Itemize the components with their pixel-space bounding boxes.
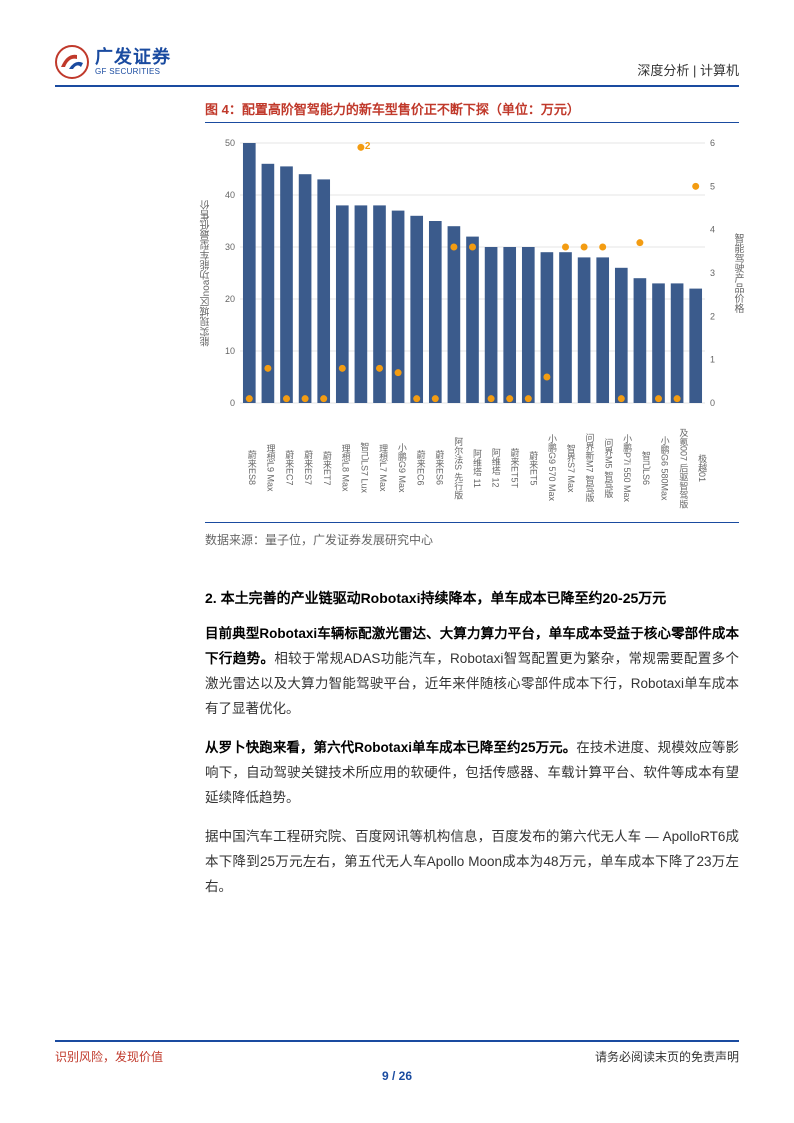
x-tick-label: 蔚来ES6 xyxy=(428,418,447,518)
x-tick-label: 小鹏G9 570 Max xyxy=(540,418,559,518)
x-tick-label: 理想L7 Max xyxy=(371,418,390,518)
svg-text:40: 40 xyxy=(225,190,235,200)
chart-container: 能实现城区noa功能车型最低售价 智能驾驶产品价格 01020304050012… xyxy=(205,133,739,523)
p1-rest: 相较于常规ADAS功能汽车，Robotaxi智驾配置更为繁杂，常规需要配置多个激… xyxy=(205,651,739,716)
x-tick-label: 理想L9 Max xyxy=(259,418,278,518)
svg-text:50: 50 xyxy=(225,138,235,148)
svg-text:1: 1 xyxy=(710,355,715,365)
footer-right: 请务必阅读末页的免责声明 xyxy=(595,1048,739,1065)
footer-page-number: 9 / 26 xyxy=(55,1069,739,1083)
page-total: 26 xyxy=(399,1069,412,1083)
x-tick-label: 问界M5 智驾版 xyxy=(597,418,616,518)
logo-text-en: GF SECURITIES xyxy=(95,68,171,77)
svg-text:2: 2 xyxy=(365,141,371,152)
svg-text:2: 2 xyxy=(710,311,715,321)
x-tick-label: 蔚来ET5T xyxy=(503,418,522,518)
page-footer: 识别风险，发现价值 请务必阅读末页的免责声明 9 / 26 xyxy=(55,1040,739,1083)
x-tick-label: 阿尔法S 先行版 xyxy=(446,418,465,518)
x-tick-label: 智己LS7 Lux xyxy=(353,418,372,518)
logo: 广发证券 GF SECURITIES xyxy=(55,45,171,79)
p2-bold: 从罗卜快跑来看，第六代Robotaxi单车成本已降至约25万元。 xyxy=(205,740,576,755)
x-axis-labels: 蔚来ES8理想L9 Max蔚来EC7蔚来ES7蔚来ET7理想L8 Max智己LS… xyxy=(240,418,709,518)
svg-text:4: 4 xyxy=(710,225,715,235)
paragraph-3: 据中国汽车工程研究院、百度网讯等机构信息，百度发布的第六代无人车 — Apoll… xyxy=(205,825,739,900)
x-tick-label: 蔚来EC7 xyxy=(278,418,297,518)
x-tick-label: 蔚来ET5 xyxy=(521,418,540,518)
x-tick-label: 蔚来ET7 xyxy=(315,418,334,518)
svg-text:0: 0 xyxy=(710,398,715,408)
x-tick-label: 理想L8 Max xyxy=(334,418,353,518)
logo-text-cn: 广发证券 xyxy=(95,48,171,68)
svg-text:30: 30 xyxy=(225,242,235,252)
x-tick-label: 小鹏G6 580Max xyxy=(653,418,672,518)
svg-text:10: 10 xyxy=(225,346,235,356)
x-tick-label: 小鹏G9 Max xyxy=(390,418,409,518)
svg-text:3: 3 xyxy=(710,268,715,278)
logo-icon xyxy=(55,45,89,79)
x-tick-label: 极越01 xyxy=(690,418,709,518)
svg-text:6: 6 xyxy=(710,138,715,148)
svg-text:0: 0 xyxy=(230,398,235,408)
x-tick-label: 及氪007 后驱智驾版 xyxy=(672,418,691,518)
svg-text:20: 20 xyxy=(225,294,235,304)
footer-left: 识别风险，发现价值 xyxy=(55,1048,163,1065)
svg-text:5: 5 xyxy=(710,181,715,191)
x-tick-label: 小鹏P7i 550 Max xyxy=(615,418,634,518)
section-heading: 2. 本土完善的产业链驱动Robotaxi持续降本，单车成本已降至约20-25万… xyxy=(205,588,739,608)
x-tick-label: 蔚来ES8 xyxy=(240,418,259,518)
paragraph-1: 目前典型Robotaxi车辆标配激光雷达、大算力算力平台，单车成本受益于核心零部… xyxy=(205,622,739,722)
x-tick-label: 智己LS6 xyxy=(634,418,653,518)
x-tick-label: 问界新M7 智驾版 xyxy=(578,418,597,518)
page-current: 9 xyxy=(382,1069,389,1083)
x-tick-label: 阿维塔 11 xyxy=(465,418,484,518)
chart-title: 图 4：配置高阶智驾能力的新车型售价正不断下探（单位：万元） xyxy=(205,99,739,123)
x-tick-label: 阿维塔 12 xyxy=(484,418,503,518)
x-tick-label: 蔚来EC6 xyxy=(409,418,428,518)
header-category: 深度分析 | 计算机 xyxy=(637,60,739,79)
chart-svg: 0 10 20 30 40 50 0 1 2 3 4 5 6 2 xyxy=(205,133,735,413)
x-tick-label: 智界S7 Max xyxy=(559,418,578,518)
chart-source: 数据来源：量子位，广发证券发展研究中心 xyxy=(205,531,739,548)
paragraph-2: 从罗卜快跑来看，第六代Robotaxi单车成本已降至约25万元。在技术进度、规模… xyxy=(205,736,739,811)
page-header: 广发证券 GF SECURITIES 深度分析 | 计算机 xyxy=(55,45,739,87)
x-tick-label: 蔚来ES7 xyxy=(296,418,315,518)
